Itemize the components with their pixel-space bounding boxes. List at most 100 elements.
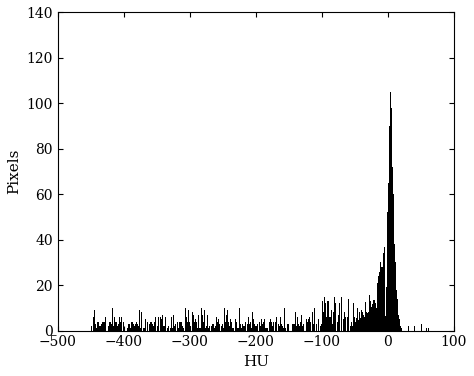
Bar	[408, 326, 409, 331]
Bar	[201, 308, 202, 331]
Bar	[282, 326, 283, 331]
Bar	[271, 321, 272, 331]
Bar	[400, 324, 401, 331]
Bar	[121, 317, 122, 331]
Bar	[388, 183, 389, 331]
Bar	[414, 326, 415, 331]
Bar	[244, 326, 245, 331]
Bar	[281, 324, 282, 331]
Bar	[363, 309, 364, 331]
Bar	[255, 326, 256, 331]
Bar	[397, 299, 398, 331]
Bar	[301, 315, 302, 331]
Bar	[199, 328, 200, 331]
Bar	[343, 319, 344, 331]
Bar	[222, 324, 223, 331]
Bar	[339, 303, 340, 331]
Bar	[371, 307, 372, 331]
Bar	[233, 328, 234, 331]
Bar	[185, 308, 186, 331]
Bar	[378, 276, 379, 331]
Bar	[316, 324, 317, 331]
Bar	[350, 326, 351, 331]
Bar	[241, 328, 242, 331]
Bar	[355, 321, 356, 331]
Bar	[253, 319, 254, 331]
Bar	[260, 328, 261, 331]
Bar	[149, 324, 150, 331]
Bar	[130, 328, 131, 331]
Bar	[338, 315, 339, 331]
Bar	[401, 328, 402, 331]
Bar	[227, 328, 228, 331]
Bar	[192, 321, 193, 331]
Bar	[102, 321, 103, 331]
Bar	[287, 324, 288, 331]
Bar	[207, 315, 208, 331]
Bar	[275, 321, 276, 331]
Y-axis label: Pixels: Pixels	[7, 149, 21, 194]
Bar	[208, 315, 209, 331]
Bar	[228, 321, 229, 331]
Bar	[337, 319, 338, 331]
Bar	[127, 328, 128, 331]
Bar	[370, 301, 371, 331]
Bar	[107, 317, 108, 331]
Bar	[419, 326, 420, 331]
Bar	[120, 321, 121, 331]
Bar	[183, 328, 184, 331]
Bar	[426, 328, 427, 331]
Bar	[328, 301, 329, 331]
Bar	[225, 321, 226, 331]
Bar	[141, 312, 142, 331]
Bar	[133, 324, 134, 331]
Bar	[368, 312, 369, 331]
Bar	[387, 212, 388, 331]
Bar	[272, 326, 273, 331]
Bar	[137, 324, 138, 331]
Bar	[209, 326, 210, 331]
Bar	[369, 295, 370, 331]
Bar	[101, 324, 102, 331]
Bar	[186, 317, 187, 331]
Bar	[152, 324, 153, 331]
Bar	[252, 312, 253, 331]
Bar	[206, 326, 207, 331]
Bar	[188, 310, 189, 331]
Bar	[392, 167, 393, 331]
Bar	[202, 315, 203, 331]
Bar	[143, 328, 144, 331]
Bar	[386, 235, 387, 331]
Bar	[249, 324, 250, 331]
Bar	[215, 326, 216, 331]
Bar	[119, 317, 120, 331]
Bar	[197, 328, 198, 331]
Bar	[334, 297, 335, 331]
Bar	[262, 324, 263, 331]
Bar	[164, 326, 165, 331]
Bar	[112, 308, 113, 331]
Bar	[105, 317, 106, 331]
Bar	[97, 310, 98, 331]
Bar	[394, 244, 395, 331]
Bar	[329, 317, 330, 331]
Bar	[163, 321, 164, 331]
Bar	[167, 328, 168, 331]
Bar	[348, 299, 349, 331]
Bar	[251, 328, 252, 331]
Bar	[136, 321, 137, 331]
Bar	[239, 308, 240, 331]
Bar	[178, 328, 179, 331]
Bar	[292, 324, 293, 331]
Bar	[323, 312, 324, 331]
Bar	[204, 310, 205, 331]
Bar	[309, 326, 310, 331]
Bar	[353, 303, 354, 331]
Bar	[254, 324, 255, 331]
Bar	[109, 321, 110, 331]
Bar	[93, 310, 94, 331]
Bar	[177, 321, 178, 331]
Bar	[223, 328, 224, 331]
Bar	[104, 321, 105, 331]
Bar	[267, 328, 268, 331]
